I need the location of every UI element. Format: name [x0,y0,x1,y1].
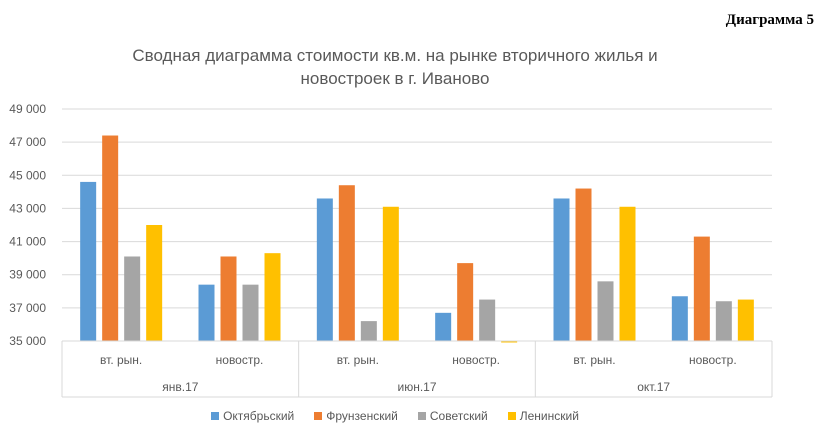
bar [382,206,399,341]
y-tick-label: 37 000 [9,301,46,315]
legend-swatch [507,412,516,420]
x-category-label: вт. рын. [573,353,615,367]
bar [619,206,636,341]
legend-swatch [314,412,323,420]
bar [80,181,97,341]
x-category-label: новостр. [689,353,737,367]
bar [553,198,570,341]
legend-item: Фрунзенский [314,409,398,423]
legend-swatch [211,412,220,420]
bar [715,301,732,341]
x-category-label: вт. рын. [337,353,379,367]
x-category-label: новостр. [216,353,264,367]
y-tick-label: 35 000 [9,334,46,348]
bar [457,263,474,341]
bar [479,299,496,341]
bar [124,256,141,341]
bar [242,284,259,341]
y-tick-label: 49 000 [9,102,46,116]
x-category-label: вт. рын. [100,353,142,367]
chart-title-line-2: новостроек в г. Иваново [300,69,490,88]
bar [102,135,119,341]
bar [264,253,281,341]
bar [501,341,518,343]
y-tick-label: 43 000 [9,201,46,215]
x-group-label: янв.17 [162,380,199,394]
bar [316,198,333,341]
legend-swatch [417,412,426,420]
diagram-number-label: Диаграмма 5 [725,12,814,28]
bar [435,312,452,341]
x-category-label: новостр. [452,353,500,367]
bar [360,321,377,341]
bar [220,256,237,341]
chart-legend: Октябрьский Фрунзенский Советский Ленинский [0,409,790,423]
chart-title-line-1: Сводная диаграмма стоимости кв.м. на рын… [132,46,658,65]
bar [575,188,592,341]
y-tick-label: 47 000 [9,135,46,149]
legend-item: Октябрьский [211,409,294,423]
bar [338,185,355,341]
bar [737,299,754,341]
bar [671,296,688,341]
legend-label: Фрунзенский [326,409,398,423]
y-tick-label: 39 000 [9,268,46,282]
x-group-label: июн.17 [397,380,436,394]
legend-item: Ленинский [507,409,579,423]
x-group-label: окт.17 [637,380,670,394]
y-tick-label: 45 000 [9,168,46,182]
bar [693,236,710,341]
legend-label: Советский [429,409,488,423]
chart-title: Сводная диаграмма стоимости кв.м. на рын… [60,44,730,90]
legend-item: Советский [417,409,488,423]
legend-label: Октябрьский [223,409,295,423]
bar [146,225,163,341]
bar [597,281,614,341]
legend-label: Ленинский [519,409,579,423]
bar [198,284,215,341]
y-tick-label: 41 000 [9,235,46,249]
